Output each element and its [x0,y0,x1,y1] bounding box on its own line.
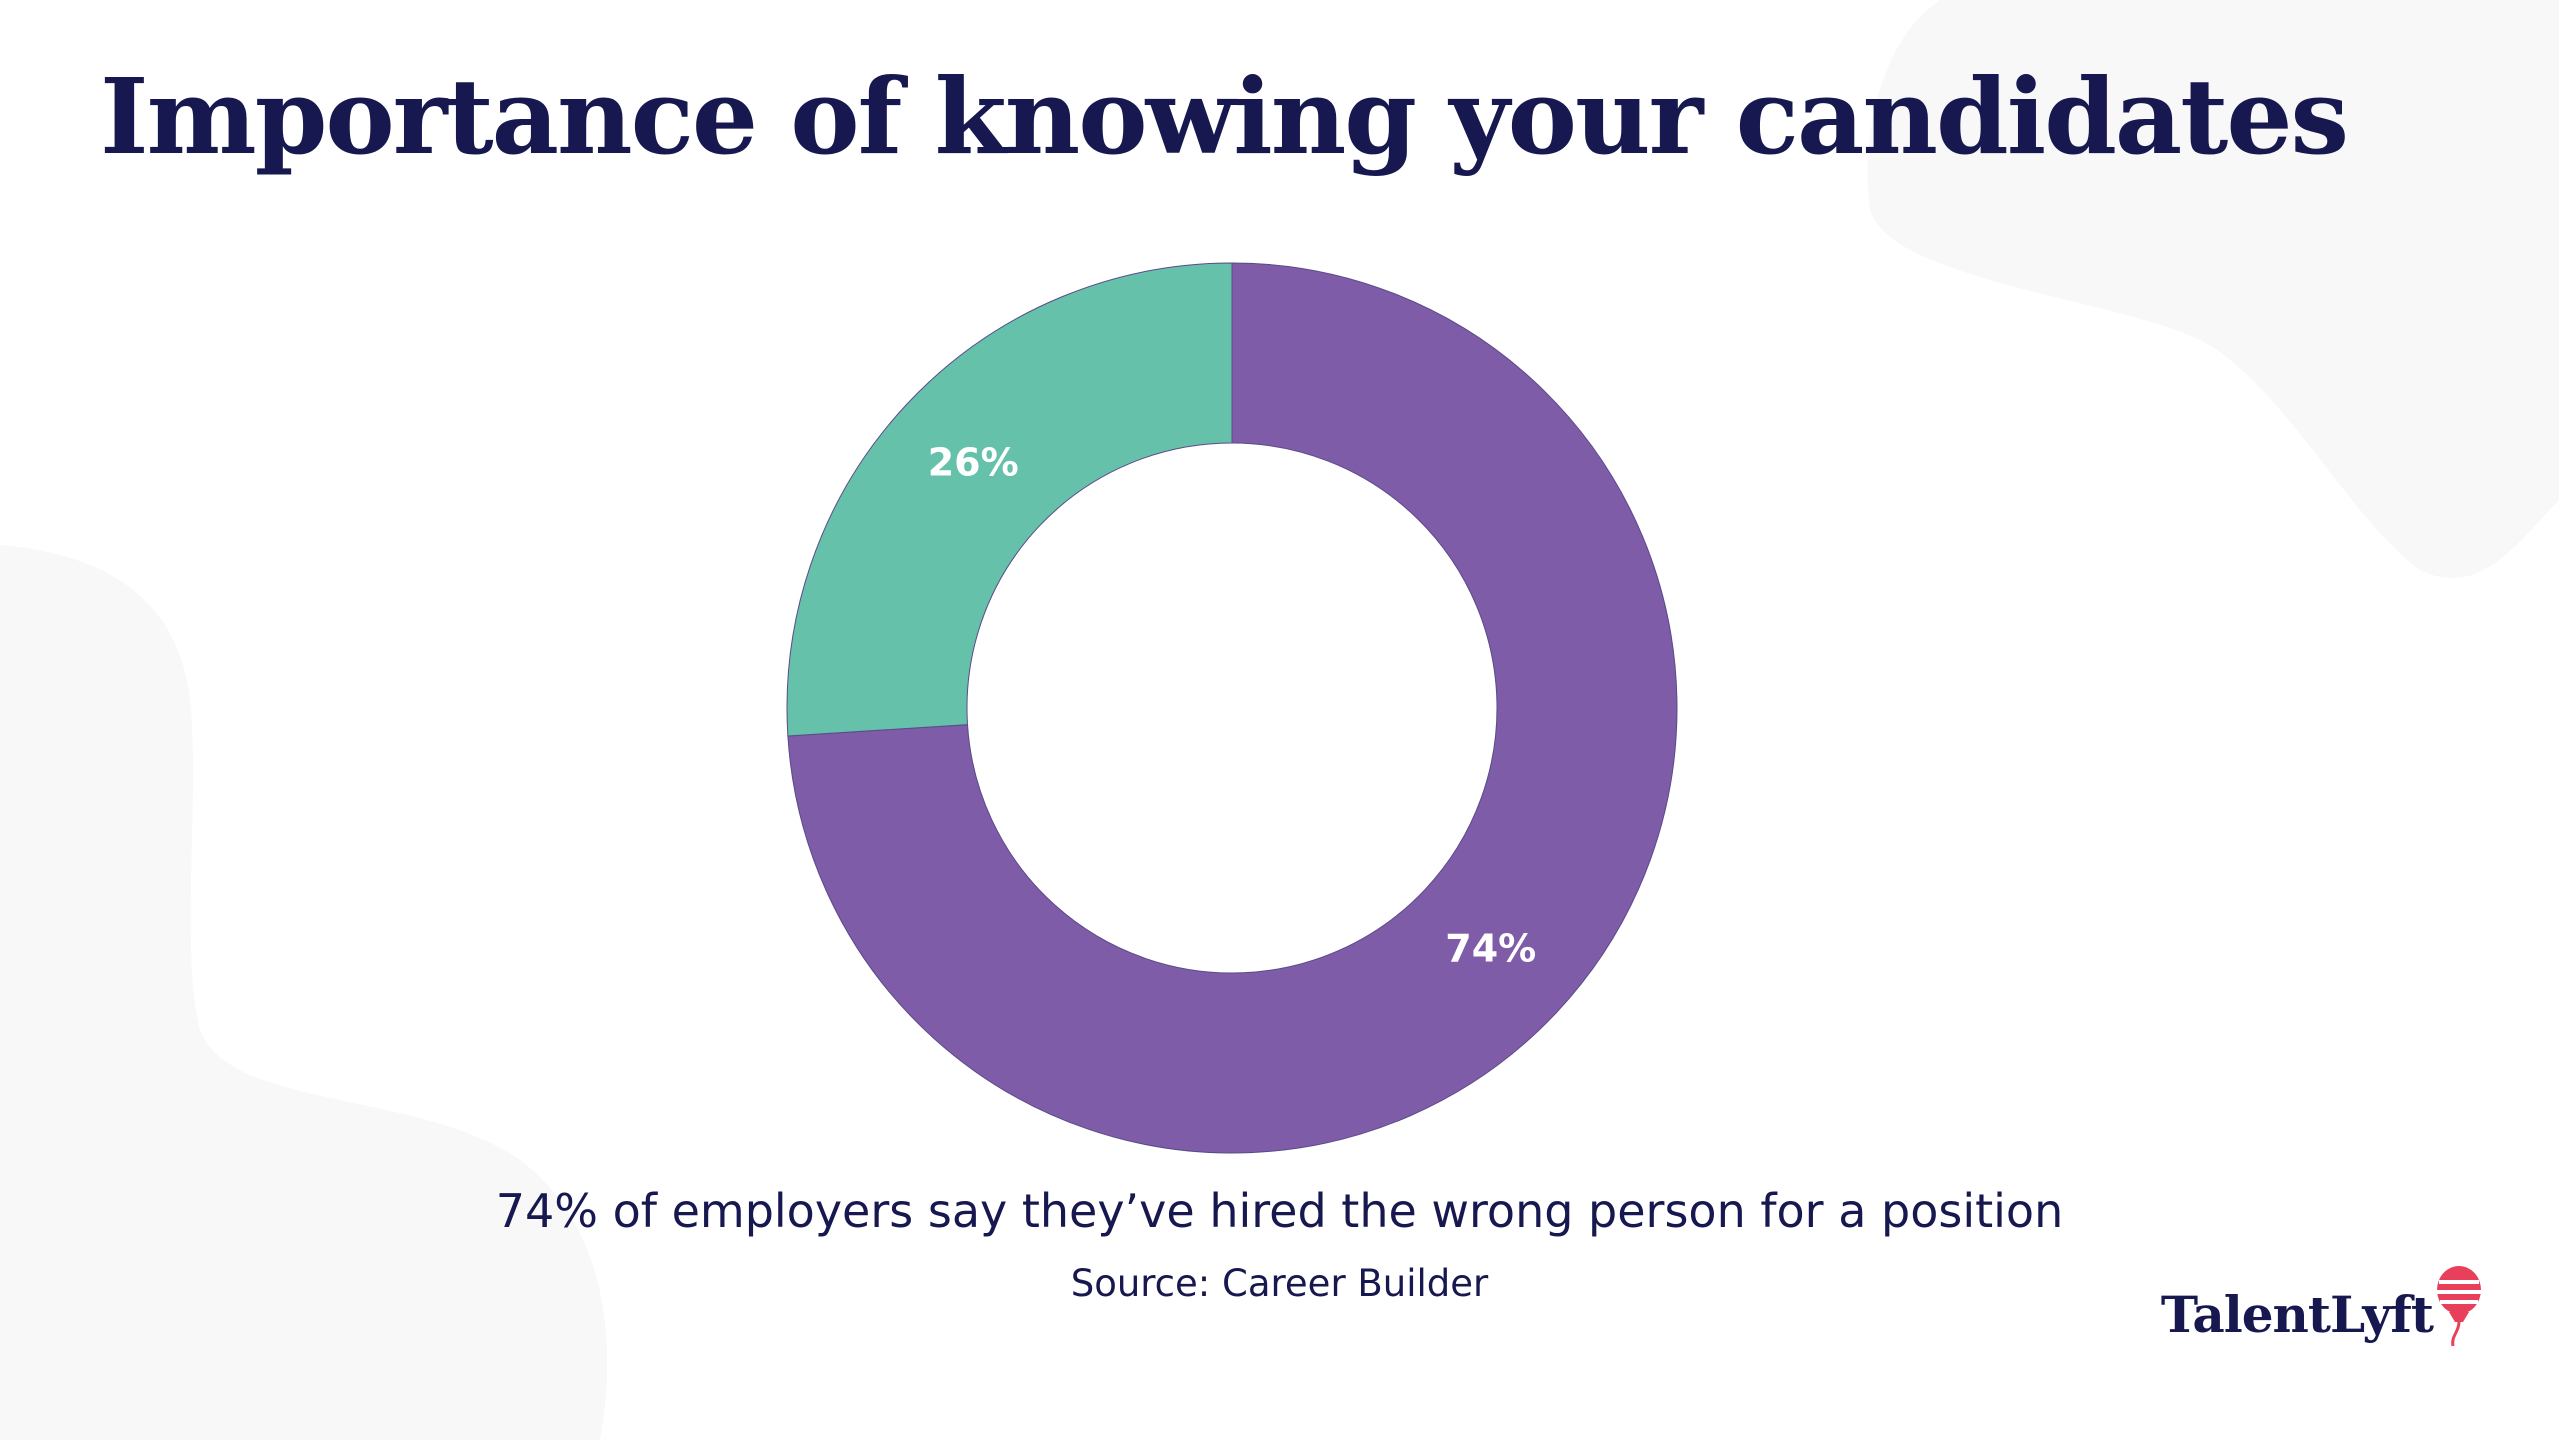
logo-text: TalentLyft [2160,1285,2434,1344]
donut-slice-0 [787,262,1678,1154]
background-blob-left [0,545,608,1440]
source-text: Source: Career Builder [1070,1262,1489,1305]
donut-slice-1 [786,262,1233,737]
talentlyft-logo: TalentLyft [2161,1260,2489,1350]
hot-air-balloon-icon [2437,1266,2481,1347]
background-blob-right [1867,0,2559,579]
page-title: Importance of knowing your candidates [100,55,2349,178]
slice-label-1: 26% [928,440,1019,484]
chart-caption: 74% of employers say they’ve hired the w… [495,1184,2064,1238]
slice-label-0: 74% [1445,927,1536,971]
